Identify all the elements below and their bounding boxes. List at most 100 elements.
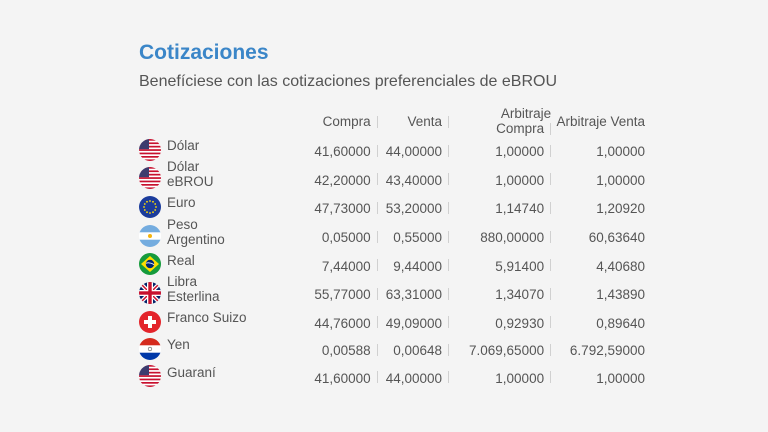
usa-flag-icon <box>139 167 161 190</box>
column-separator <box>376 259 378 272</box>
header-arbitraje-venta: Arbitraje Venta <box>556 113 645 129</box>
compra-cell: 44,76000 <box>248 308 382 335</box>
currency-name: Guaraní <box>167 364 216 380</box>
compra-cell: 0,05000 <box>248 221 382 251</box>
column-separator <box>376 316 378 329</box>
compra-cell: 7,44000 <box>248 251 382 278</box>
argentina-flag-icon <box>139 224 161 247</box>
table-header-row: Compra Venta Arbitraje Compra Arbitraje … <box>139 106 649 136</box>
currency-name: Dólar eBROU <box>167 159 214 190</box>
currency-cell: Franco Suizo <box>139 308 248 335</box>
table-row: Peso Argentino 0,05000 0,55000 880,00000 60,… <box>139 217 649 251</box>
compra-cell: 55,77000 <box>248 278 382 308</box>
table-row: Libra Esterlina 55,77000 63,31000 1,34070 1,… <box>139 274 649 308</box>
column-separator <box>550 371 552 384</box>
compra-cell: 0,00588 <box>248 335 382 362</box>
table-row: Real 7,44000 9,44000 5,91400 4,40680 <box>139 251 649 278</box>
venta-cell: 44,00000 <box>382 362 453 389</box>
column-separator <box>550 201 552 214</box>
currency-cell: Dólar eBROU <box>139 159 248 193</box>
currency-cell: Guaraní <box>139 362 248 389</box>
header-compra: Compra <box>248 106 382 136</box>
compra-cell: 41,60000 <box>248 362 382 389</box>
venta-cell: 0,00648 <box>382 335 453 362</box>
arbitraje-venta-cell: 1,43890 <box>596 287 645 303</box>
column-separator <box>376 115 378 128</box>
currency-name: Libra Esterlina <box>167 273 220 304</box>
column-separator <box>376 144 378 157</box>
column-separator <box>448 316 450 329</box>
eu-flag-icon <box>139 195 161 218</box>
venta-cell: 49,09000 <box>382 308 453 335</box>
usa-flag-icon <box>139 138 161 161</box>
venta-cell: 0,55000 <box>382 221 453 251</box>
arbitraje-venta-cell: 60,63640 <box>588 230 645 246</box>
column-separator <box>550 259 552 272</box>
arbitraje-venta-cell: 1,00000 <box>596 144 645 160</box>
header-arbitraje-compra: Arbitraje Compra <box>496 106 552 136</box>
cotizaciones-panel: Cotizaciones Benefíciese con las cotizac… <box>139 40 649 390</box>
arbitraje-venta-cell: 1,00000 <box>596 370 645 386</box>
switzerland-flag-icon <box>139 310 161 333</box>
arbitraje-venta-cell: 6.792,59000 <box>569 343 645 359</box>
paraguay-flag-icon <box>139 337 161 360</box>
currency-cell: Peso Argentino <box>139 217 248 251</box>
table-row: Euro 47,73000 53,20000 1,14740 1,20920 <box>139 193 649 220</box>
arbitraje-venta-cell: 1,20920 <box>596 201 645 217</box>
page-subtitle: Benefíciese con las cotizaciones prefere… <box>139 73 557 90</box>
venta-cell: 53,20000 <box>382 193 453 220</box>
column-separator <box>376 371 378 384</box>
currency-name: Dólar <box>167 138 200 154</box>
compra-cell: 42,20000 <box>248 163 382 193</box>
header-venta: Venta <box>382 106 453 136</box>
currency-name: Peso Argentino <box>167 216 225 247</box>
uk-flag-icon <box>139 281 161 304</box>
header-currency <box>139 106 248 136</box>
currency-cell: Dólar <box>139 136 248 163</box>
table-row: Dólar eBROU 42,20000 43,40000 1,00000 1,0000… <box>139 159 649 193</box>
currency-name: Euro <box>167 195 196 211</box>
table-row: Franco Suizo 44,76000 49,09000 0,92930 0,896… <box>139 308 649 335</box>
column-separator <box>448 144 450 157</box>
arbitraje-venta-cell: 1,00000 <box>596 172 645 188</box>
currency-name: Real <box>167 252 195 268</box>
currency-name: Yen <box>167 337 190 353</box>
arbitraje-compra-cell: 5,91400 <box>453 251 555 278</box>
arbitraje-compra-cell: 1,00000 <box>453 362 555 389</box>
arbitraje-compra-cell: 1,00000 <box>453 136 555 163</box>
arbitraje-compra-cell: 880,00000 <box>453 221 555 251</box>
column-separator <box>550 123 552 136</box>
column-separator <box>376 173 378 186</box>
compra-cell: 41,60000 <box>248 136 382 163</box>
column-separator <box>550 144 552 157</box>
column-separator <box>550 316 552 329</box>
table-row: Guaraní 41,60000 44,00000 1,00000 1,00000 <box>139 362 649 389</box>
arbitraje-compra-cell: 1,00000 <box>453 163 555 193</box>
column-separator <box>448 115 450 128</box>
table-row: Dólar 41,60000 44,00000 1,00000 1,00000 <box>139 136 649 163</box>
column-separator <box>448 230 450 243</box>
currency-cell: Real <box>139 251 248 278</box>
column-separator <box>376 343 378 356</box>
venta-cell: 43,40000 <box>382 163 453 193</box>
column-separator <box>550 230 552 243</box>
venta-cell: 63,31000 <box>382 278 453 308</box>
column-separator <box>448 371 450 384</box>
currency-cell: Euro <box>139 193 248 220</box>
column-separator <box>376 287 378 300</box>
page-title: Cotizaciones <box>139 41 269 64</box>
arbitraje-venta-cell: 4,40680 <box>596 258 645 274</box>
column-separator <box>448 201 450 214</box>
rates-table: Compra Venta Arbitraje Compra Arbitraje … <box>139 106 649 390</box>
column-separator <box>448 343 450 356</box>
column-separator <box>448 173 450 186</box>
column-separator <box>550 287 552 300</box>
column-separator <box>376 201 378 214</box>
column-separator <box>376 230 378 243</box>
venta-cell: 9,44000 <box>382 251 453 278</box>
table-row: Yen 0,00588 0,00648 7.069,65000 6.792,59000 <box>139 335 649 362</box>
currency-name: Franco Suizo <box>167 310 247 326</box>
arbitraje-compra-cell: 1,34070 <box>453 278 555 308</box>
arbitraje-venta-cell: 0,89640 <box>596 316 645 332</box>
venta-cell: 44,00000 <box>382 136 453 163</box>
